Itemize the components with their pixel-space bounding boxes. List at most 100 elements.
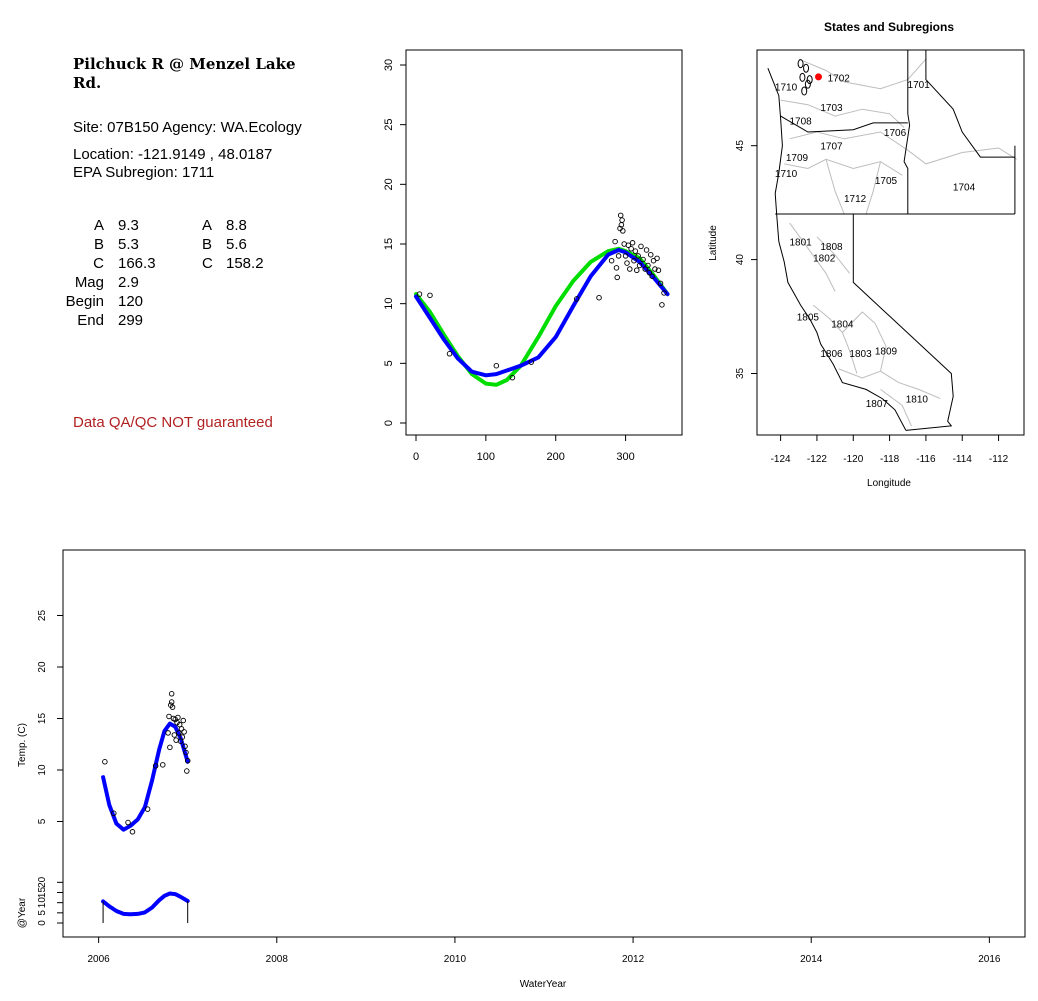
plot3-year-fit-line [101, 891, 190, 917]
subregion-boundary [798, 58, 927, 90]
subregion-boundary [880, 388, 912, 427]
subregion-boundary [784, 158, 903, 176]
param-label-2: B [202, 236, 213, 253]
param-label: A [93, 217, 104, 234]
map-x-tick-label: -116 [916, 454, 936, 465]
plot1-data-point [661, 290, 667, 296]
subregion-boundary [780, 99, 905, 128]
map-geography [767, 50, 1017, 431]
plot3-data-point [152, 763, 159, 769]
plot1-data-point [655, 267, 662, 274]
site-title: Pilchuck R @ Menzel Lake Rd. [73, 55, 296, 92]
map-y-tick-label: 45 [735, 140, 746, 152]
subregion-boundary [789, 131, 1017, 165]
param-value: 5.3 [118, 236, 139, 253]
subregion-label: 1703 [820, 103, 843, 114]
plot1-data-point [509, 374, 516, 381]
plot3-y2-tick-label: 5 [37, 910, 48, 916]
plot1-data-point [642, 266, 648, 272]
plot1-data-point [638, 243, 644, 250]
idaho-east-border [925, 50, 1015, 158]
map-y-tick-label: 35 [735, 367, 746, 379]
subregion-label: 1710 [775, 82, 798, 93]
plot3-y2-label: @Year [17, 897, 28, 928]
plot1-y-tick-label: 20 [383, 178, 395, 190]
plot1-y-tick-label: 25 [383, 119, 395, 131]
map-x-label: Longitude [867, 478, 911, 489]
plot1-data-point [634, 267, 640, 274]
subregion-label: 1809 [875, 347, 898, 358]
map-frame [756, 49, 1025, 436]
plot1-data-point [629, 240, 636, 246]
plot3-y2-tick-label: 20 [37, 876, 48, 888]
subregion-label: 1810 [906, 395, 929, 406]
plot1-y-tick-label: 10 [383, 298, 395, 310]
subregion-label: 1704 [953, 183, 976, 194]
map-x-tick-label: -124 [771, 454, 791, 465]
subregion-label: 1705 [875, 176, 898, 187]
puget-island [801, 86, 808, 96]
param-label: Begin [65, 293, 104, 310]
plot3-x-tick-label: 2014 [800, 954, 823, 965]
qa-note: Data QA/QC NOT guaranteed [73, 414, 273, 431]
subregion-boundary [812, 304, 858, 374]
plot3-y2-tick-label: 10 [37, 897, 48, 909]
map-y-tick-label: 40 [735, 254, 746, 266]
param-label: B [93, 236, 104, 253]
plot3-data-point [171, 732, 178, 738]
subregion-line: EPA Subregion: 1711 [73, 164, 215, 181]
subregion-label: 1709 [786, 153, 809, 164]
plot1-data-point [647, 251, 654, 258]
plot3-y-tick-label: 25 [37, 610, 48, 622]
subregion-label: 1806 [820, 349, 843, 360]
subregion-label: 1805 [797, 313, 820, 324]
subregion-label: 1802 [813, 253, 836, 264]
plot1-data-point [640, 256, 646, 263]
plot3-data-point [165, 730, 171, 736]
map-y-label: Latitude [708, 225, 719, 261]
plot1-data-point [654, 255, 660, 262]
subregion-boundary [838, 368, 941, 400]
map-x-tick-label: -120 [843, 454, 863, 465]
plot3-data-point [144, 806, 151, 812]
plot3-data-point [168, 699, 175, 705]
plot3-y-label: Temp. (C) [17, 723, 28, 767]
map-x-tick-label: -118 [880, 454, 900, 465]
param-value: 9.3 [118, 217, 139, 234]
plot1-data-point [643, 247, 650, 253]
puget-island [799, 72, 806, 82]
plot1-data-point [613, 265, 620, 271]
plot3-data-point [175, 714, 181, 721]
subregion-label: 1808 [820, 242, 843, 253]
plot1-data-point [649, 273, 655, 279]
plot1-y-tick-label: 5 [383, 360, 395, 366]
location-line: Location: -121.9149 , 48.0187 [73, 146, 273, 163]
plot1-data-point [619, 217, 625, 223]
subregion-label: 1803 [849, 349, 872, 360]
param-label: C [93, 255, 104, 272]
plot1-data-point [427, 292, 433, 299]
plot1-data-point [446, 351, 453, 357]
plot1-data-point [617, 212, 624, 219]
plot1-data-point [632, 248, 639, 254]
plot3-frame [62, 549, 1026, 938]
plot3-y2-tick-label: 15 [37, 887, 48, 899]
param-value: 166.3 [118, 255, 156, 272]
plot1-x-tick-label: 100 [477, 451, 495, 463]
plot3-data-point [183, 749, 189, 756]
plot1-data-point [615, 253, 622, 259]
plot3-y-tick-label: 15 [37, 713, 48, 725]
param-value: 120 [118, 293, 144, 310]
plot1-data-point [636, 262, 643, 269]
plot1-data-point [646, 269, 653, 276]
subregion-boundary [842, 311, 887, 372]
plot3-data-point [173, 737, 179, 743]
subregion-label: 1707 [820, 142, 843, 153]
subregion-label: 1702 [828, 73, 851, 84]
plot1-data-point [620, 228, 626, 234]
plot1-y-tick-label: 30 [383, 59, 395, 71]
param-value-2: 8.8 [226, 217, 247, 234]
plot1-x-tick-label: 300 [616, 451, 634, 463]
subregion-label: 1801 [789, 237, 812, 248]
wa-or-border [780, 115, 908, 133]
